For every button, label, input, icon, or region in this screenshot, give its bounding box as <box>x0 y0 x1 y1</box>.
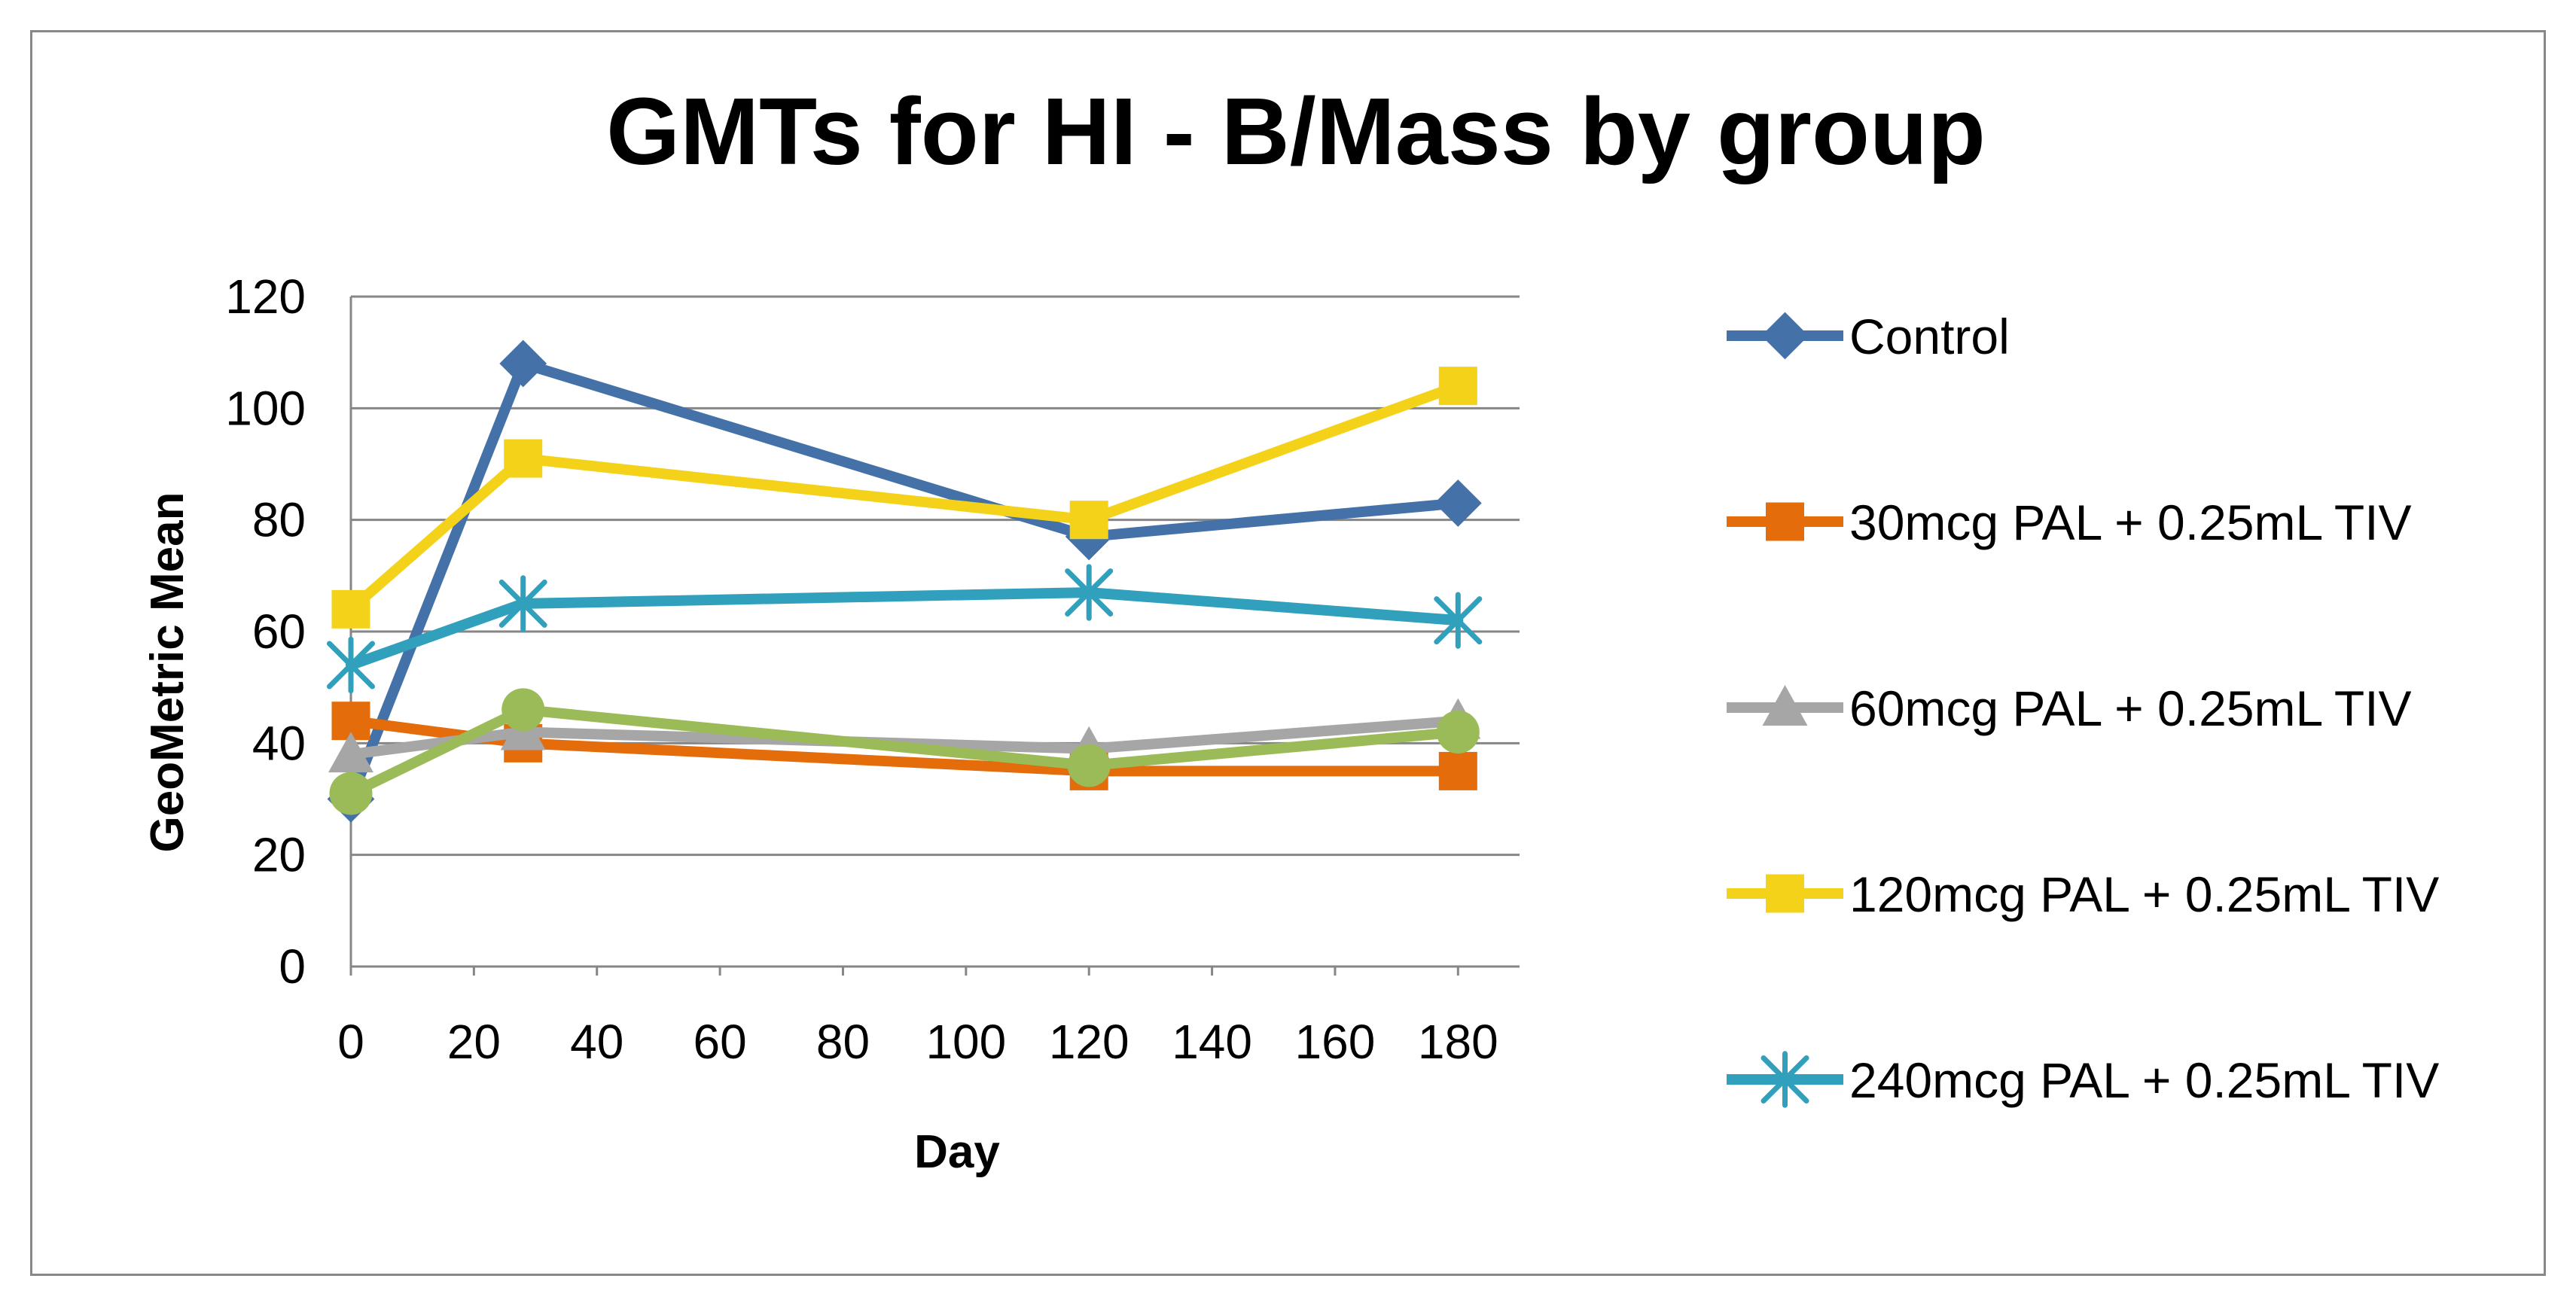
diamond-marker <box>499 339 547 388</box>
legend-label: 240mcg PAL + 0.25mL TIV <box>1849 1052 2439 1108</box>
y-tick-label: 60 <box>252 604 306 659</box>
asterisk-marker <box>327 636 375 694</box>
legend-item: 240mcg PAL + 0.25mL TIV <box>1727 1051 2439 1108</box>
x-tick-label: 120 <box>1049 1015 1129 1069</box>
square-marker <box>1438 751 1477 790</box>
series-6 <box>329 688 1480 815</box>
diamond-marker <box>1434 479 1482 527</box>
triangle-marker <box>328 732 373 773</box>
y-tick-label: 40 <box>252 716 306 770</box>
x-tick-label: 100 <box>925 1015 1006 1069</box>
series-4 <box>331 367 1477 629</box>
y-tick-label: 100 <box>225 381 306 435</box>
asterisk-marker <box>1434 592 1483 649</box>
legend-item: 30mcg PAL + 0.25mL TIV <box>1727 495 2412 550</box>
square-marker <box>331 589 370 629</box>
chart-title: GMTs for HI - B/Mass by group <box>606 78 1986 184</box>
square-marker <box>1069 501 1108 540</box>
legend-label: 60mcg PAL + 0.25mL TIV <box>1849 680 2412 736</box>
y-tick-label: 120 <box>225 269 306 324</box>
y-axis-title: GeoMetric Mean <box>142 492 194 853</box>
series-line <box>346 715 1464 777</box>
legend-item: Control <box>1727 309 2010 364</box>
x-tick-label: 140 <box>1172 1015 1252 1069</box>
square-marker <box>1766 502 1804 541</box>
axes: 0 20 40 60 80 100 120 0 20 40 60 80 100 120 140 160 180 <box>225 269 1520 1069</box>
x-tick-label: 80 <box>816 1015 870 1069</box>
legend-item: 60mcg PAL + 0.25mL TIV <box>1727 680 2412 736</box>
circle-marker <box>329 772 373 815</box>
series-line <box>346 704 1464 799</box>
legend-label: Control <box>1849 309 2010 364</box>
series-line <box>346 587 1464 671</box>
series-5 <box>327 564 1483 694</box>
x-tick-label: 40 <box>570 1015 623 1069</box>
legend-label: 30mcg PAL + 0.25mL TIV <box>1849 495 2412 550</box>
series-layer <box>327 339 1483 823</box>
legend-label: 120mcg PAL + 0.25mL TIV <box>1849 866 2439 922</box>
asterisk-marker <box>1065 564 1114 621</box>
asterisk-marker <box>498 575 547 632</box>
square-marker <box>504 439 543 478</box>
x-tick-label: 180 <box>1418 1015 1498 1069</box>
square-marker <box>1438 367 1477 406</box>
diamond-marker <box>1761 312 1809 360</box>
series-line <box>346 380 1464 615</box>
x-tick-label: 160 <box>1295 1015 1376 1069</box>
y-tick-label: 20 <box>252 828 306 882</box>
chart-frame: GMTs for HI - B/Mass by group 0 20 40 60 80 1… <box>30 30 2546 1276</box>
circle-marker <box>1067 744 1111 787</box>
y-tick-label: 0 <box>279 939 306 994</box>
x-axis-title: Day <box>914 1126 1000 1178</box>
chart-canvas: GMTs for HI - B/Mass by group 0 20 40 60 80 1… <box>142 78 2439 1178</box>
square-marker <box>1766 874 1804 913</box>
x-tick-label: 0 <box>337 1015 364 1069</box>
asterisk-marker <box>1761 1051 1809 1108</box>
circle-marker <box>501 688 545 732</box>
series-line <box>346 358 1464 805</box>
x-tick-label: 60 <box>694 1015 747 1069</box>
legend-item: 120mcg PAL + 0.25mL TIV <box>1727 866 2439 922</box>
legend: Control 30mcg PAL + 0.25mL TIV 60mcg PAL +… <box>1727 309 2439 1108</box>
circle-marker <box>1436 711 1480 753</box>
x-tick-label: 20 <box>447 1015 501 1069</box>
y-tick-label: 80 <box>252 493 306 547</box>
triangle-marker <box>1762 685 1808 726</box>
